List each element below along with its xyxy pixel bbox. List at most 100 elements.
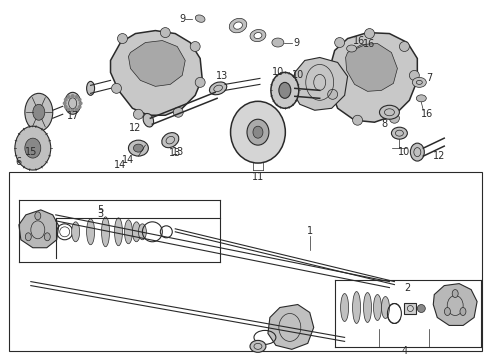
Ellipse shape [15, 126, 51, 170]
Ellipse shape [250, 30, 266, 42]
Circle shape [77, 105, 81, 109]
Ellipse shape [162, 132, 179, 148]
Polygon shape [128, 41, 185, 86]
Ellipse shape [209, 82, 227, 95]
Text: 10: 10 [292, 71, 304, 80]
Text: 4: 4 [401, 346, 408, 356]
Ellipse shape [25, 138, 41, 158]
Circle shape [133, 109, 144, 119]
Circle shape [190, 41, 200, 51]
Text: 16: 16 [421, 109, 434, 119]
Ellipse shape [253, 126, 263, 138]
Circle shape [399, 41, 409, 51]
Ellipse shape [373, 294, 382, 320]
Polygon shape [268, 305, 314, 349]
Polygon shape [433, 284, 477, 325]
Ellipse shape [444, 307, 450, 315]
Ellipse shape [279, 82, 291, 98]
Text: 16: 16 [353, 36, 366, 46]
Ellipse shape [87, 219, 95, 245]
Ellipse shape [128, 140, 148, 156]
Text: 9: 9 [294, 37, 300, 48]
Text: 1: 1 [307, 226, 313, 236]
Text: 12: 12 [129, 123, 142, 133]
Circle shape [417, 305, 425, 312]
Ellipse shape [33, 104, 45, 120]
Circle shape [353, 115, 363, 125]
Ellipse shape [247, 119, 269, 145]
Polygon shape [330, 32, 417, 122]
Text: 7: 7 [426, 73, 432, 84]
Circle shape [67, 108, 71, 112]
Circle shape [63, 101, 67, 105]
Ellipse shape [392, 127, 407, 139]
Bar [404, 302, 416, 315]
Ellipse shape [25, 93, 53, 131]
Circle shape [335, 37, 344, 48]
Ellipse shape [341, 293, 348, 321]
Text: 17: 17 [67, 111, 79, 121]
Circle shape [71, 109, 74, 113]
Circle shape [67, 95, 71, 99]
Ellipse shape [196, 15, 205, 22]
Circle shape [64, 105, 68, 109]
Ellipse shape [250, 340, 266, 352]
Ellipse shape [353, 292, 361, 323]
Ellipse shape [133, 144, 144, 152]
Circle shape [160, 28, 171, 37]
Ellipse shape [254, 32, 262, 39]
Ellipse shape [101, 217, 110, 247]
Polygon shape [19, 210, 59, 248]
Circle shape [390, 113, 399, 123]
Ellipse shape [379, 105, 399, 119]
Ellipse shape [364, 293, 371, 323]
Ellipse shape [229, 18, 247, 33]
Ellipse shape [87, 81, 95, 95]
Text: 13: 13 [169, 148, 181, 158]
Circle shape [409, 71, 419, 80]
Ellipse shape [65, 92, 81, 114]
Circle shape [77, 98, 81, 102]
Text: 14: 14 [122, 155, 135, 165]
Circle shape [64, 98, 68, 102]
Circle shape [328, 89, 338, 99]
Bar [9, 172, 482, 351]
Text: 15: 15 [24, 147, 37, 157]
Ellipse shape [416, 95, 426, 102]
Polygon shape [292, 58, 347, 110]
Text: 16: 16 [364, 39, 376, 49]
Ellipse shape [132, 222, 141, 242]
Text: 5: 5 [98, 205, 104, 215]
Circle shape [118, 33, 127, 44]
Ellipse shape [124, 220, 132, 244]
Ellipse shape [25, 233, 31, 241]
Circle shape [195, 77, 205, 87]
Ellipse shape [143, 113, 154, 127]
Text: 9: 9 [179, 14, 185, 24]
Circle shape [74, 108, 78, 112]
Text: 6: 6 [16, 157, 22, 167]
Polygon shape [111, 31, 202, 115]
Text: 2: 2 [404, 283, 411, 293]
Circle shape [365, 28, 374, 39]
Text: 10: 10 [272, 67, 284, 77]
Ellipse shape [271, 72, 299, 108]
Ellipse shape [115, 218, 122, 246]
Ellipse shape [231, 101, 285, 163]
Ellipse shape [72, 222, 80, 242]
Circle shape [71, 94, 74, 98]
Text: 3: 3 [98, 209, 103, 219]
Ellipse shape [410, 143, 424, 161]
Circle shape [173, 107, 183, 117]
Ellipse shape [138, 224, 147, 240]
Ellipse shape [44, 233, 50, 241]
Ellipse shape [234, 22, 243, 29]
Circle shape [78, 101, 83, 105]
Polygon shape [345, 44, 397, 91]
Text: 10: 10 [398, 147, 411, 157]
Ellipse shape [413, 77, 426, 87]
Ellipse shape [35, 212, 41, 220]
Ellipse shape [272, 38, 284, 47]
Text: 8: 8 [381, 119, 388, 129]
Text: 13: 13 [216, 71, 228, 81]
